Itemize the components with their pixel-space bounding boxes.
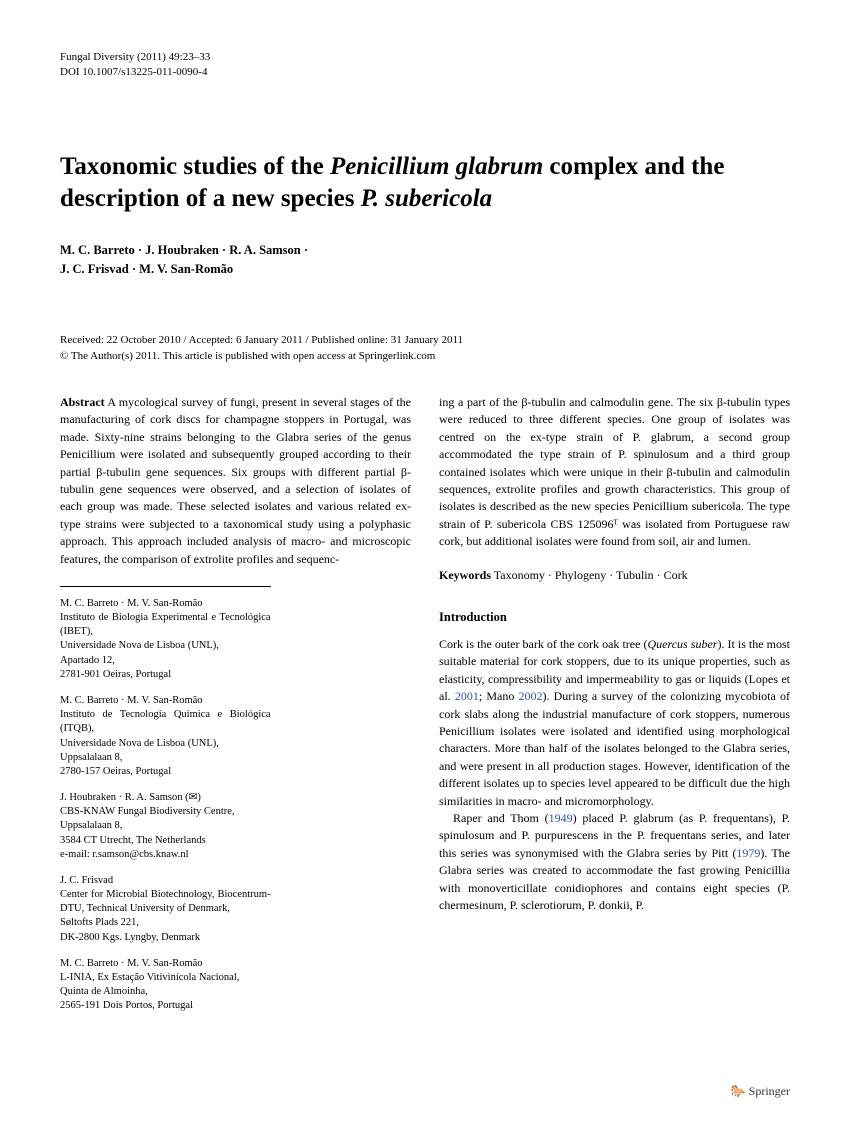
- doi-line: DOI 10.1007/s13225-011-0090-4: [60, 65, 790, 80]
- affil-names: M. C. Barreto · M. V. San-Romão: [60, 694, 271, 708]
- affil-line: Uppsalalaan 8,: [60, 819, 271, 833]
- publisher-logo: 🐎 Springer: [731, 1084, 790, 1099]
- affil-line: Universidade Nova de Lisboa (UNL),: [60, 639, 271, 653]
- keywords-text: Taxonomy · Phylogeny · Tubulin · Cork: [491, 568, 688, 582]
- affil-line: e-mail: r.samson@cbs.knaw.nl: [60, 848, 271, 862]
- affil-line: 2780-157 Oeiras, Portugal: [60, 765, 271, 779]
- affil-names: M. C. Barreto · M. V. San-Romão: [60, 957, 271, 971]
- affil-line: Instituto de Tecnologia Química e Biológ…: [60, 708, 271, 736]
- abstract-continuation: ing a part of the β-tubulin and calmodul…: [439, 394, 790, 551]
- affil-line: Instituto de Biologia Experimental e Tec…: [60, 611, 271, 639]
- publication-dates: Received: 22 October 2010 / Accepted: 6 …: [60, 333, 790, 364]
- affiliation-group: M. C. Barreto · M. V. San-Romão Institut…: [60, 597, 271, 682]
- affiliations-block: M. C. Barreto · M. V. San-Romão Institut…: [60, 586, 271, 1013]
- citation-link[interactable]: 1949: [549, 811, 573, 825]
- affil-line: CBS-KNAW Fungal Biodiversity Centre,: [60, 805, 271, 819]
- authors-line: M. C. Barreto · J. Houbraken · R. A. Sam…: [60, 241, 790, 260]
- affiliation-group: M. C. Barreto · M. V. San-Romão Institut…: [60, 694, 271, 779]
- keywords-label: Keywords: [439, 568, 491, 582]
- authors-line: J. C. Frisvad · M. V. San-Romão: [60, 260, 790, 279]
- affil-line: 2781-901 Oeiras, Portugal: [60, 668, 271, 682]
- left-column: Abstract A mycological survey of fungi, …: [60, 394, 411, 1013]
- affil-line: 3584 CT Utrecht, The Netherlands: [60, 834, 271, 848]
- springer-icon: 🐎: [731, 1084, 746, 1098]
- intro-paragraph-1: Cork is the outer bark of the cork oak t…: [439, 636, 790, 810]
- affiliation-group: J. Houbraken · R. A. Samson (✉) CBS-KNAW…: [60, 791, 271, 862]
- publisher-name: Springer: [749, 1084, 790, 1098]
- abstract-text-left: A mycological survey of fungi, present i…: [60, 395, 411, 566]
- intro-paragraph-2: Raper and Thom (1949) placed P. glabrum …: [439, 810, 790, 914]
- affil-names: J. Houbraken · R. A. Samson (✉): [60, 791, 271, 805]
- dates-received: Received: 22 October 2010 / Accepted: 6 …: [60, 333, 790, 348]
- affil-line: Center for Microbial Biotechnology, Bioc…: [60, 888, 271, 916]
- citation-link[interactable]: 2001: [455, 689, 479, 703]
- introduction-heading: Introduction: [439, 608, 790, 626]
- affiliation-group: M. C. Barreto · M. V. San-Romão L-INIA, …: [60, 957, 271, 1014]
- affil-line: Søltofts Plads 221,: [60, 916, 271, 930]
- right-column: ing a part of the β-tubulin and calmodul…: [439, 394, 790, 1013]
- affil-line: Uppsalalaan 8,: [60, 751, 271, 765]
- affil-names: M. C. Barreto · M. V. San-Romão: [60, 597, 271, 611]
- affil-line: L-INIA, Ex Estação Vitivinícola Nacional…: [60, 971, 271, 985]
- header-metadata: Fungal Diversity (2011) 49:23–33 DOI 10.…: [60, 50, 790, 81]
- article-title: Taxonomic studies of the Penicillium gla…: [60, 151, 790, 216]
- keywords-line: Keywords Taxonomy · Phylogeny · Tubulin …: [439, 567, 790, 584]
- two-column-body: Abstract A mycological survey of fungi, …: [60, 394, 790, 1013]
- affil-line: Universidade Nova de Lisboa (UNL),: [60, 737, 271, 751]
- citation-link[interactable]: 2002: [518, 689, 542, 703]
- authors-list: M. C. Barreto · J. Houbraken · R. A. Sam…: [60, 241, 790, 279]
- affil-line: 2565-191 Dois Portos, Portugal: [60, 999, 271, 1013]
- affil-line: Quinta de Almoinha,: [60, 985, 271, 999]
- citation-link[interactable]: 1979: [736, 846, 760, 860]
- affil-names: J. C. Frisvad: [60, 874, 271, 888]
- abstract-paragraph: Abstract A mycological survey of fungi, …: [60, 394, 411, 568]
- affiliation-group: J. C. Frisvad Center for Microbial Biote…: [60, 874, 271, 945]
- affil-line: DK-2800 Kgs. Lyngby, Denmark: [60, 931, 271, 945]
- journal-line: Fungal Diversity (2011) 49:23–33: [60, 50, 790, 65]
- affil-line: Apartado 12,: [60, 654, 271, 668]
- copyright-line: © The Author(s) 2011. This article is pu…: [60, 349, 790, 364]
- abstract-label: Abstract: [60, 395, 105, 409]
